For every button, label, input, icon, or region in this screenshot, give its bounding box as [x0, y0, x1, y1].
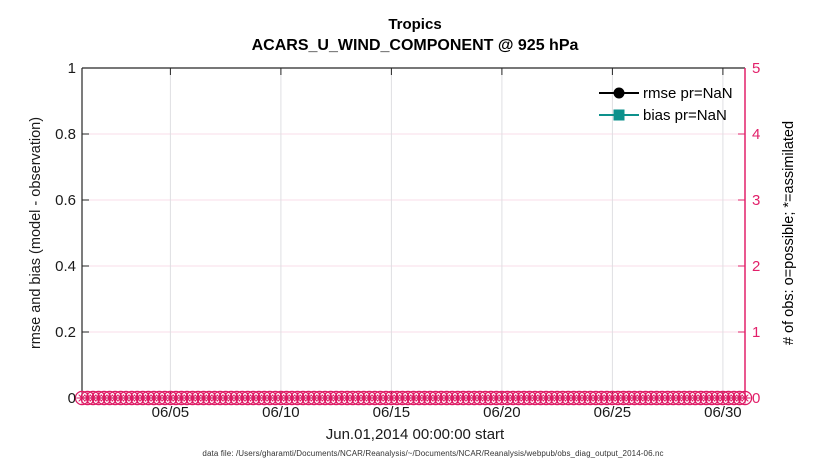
left-tick-label: 0.2	[55, 323, 76, 341]
left-tick-label: 1	[67, 59, 76, 77]
right-axis-label: # of obs: o=possible; *=assimilated	[781, 120, 797, 346]
legend-entry-label: bias pr=NaN	[643, 106, 727, 124]
left-axis-label: rmse and bias (model - observation)	[28, 116, 44, 350]
legend-circle-marker-icon	[599, 87, 639, 99]
plot-title-region: Tropics	[388, 16, 442, 33]
x-tick-label: 06/25	[593, 404, 632, 421]
left-tick-label: 0.8	[55, 125, 76, 143]
right-tick-label: 1	[752, 323, 761, 341]
data-file-path: data file: /Users/gharamti/Documents/NCA…	[202, 449, 664, 458]
right-tick-label: 0	[752, 389, 761, 407]
right-tick-label: 2	[752, 257, 761, 275]
x-tick-label: 06/10	[262, 404, 300, 421]
x-tick-label: 06/20	[483, 404, 521, 421]
legend-entry: bias pr=NaN	[598, 104, 733, 126]
right-tick-label: 5	[752, 59, 761, 77]
left-tick-label: 0	[67, 389, 76, 407]
legend: rmse pr=NaN bias pr=NaN	[598, 82, 733, 126]
right-tick-label: 3	[752, 191, 761, 209]
plot-title-variable: ACARS_U_WIND_COMPONENT @ 925 hPa	[251, 37, 579, 54]
legend-entry: rmse pr=NaN	[598, 82, 733, 104]
legend-entry-label: rmse pr=NaN	[643, 84, 733, 102]
legend-square-marker-icon	[599, 109, 639, 121]
right-tick-label: 4	[752, 125, 761, 143]
left-tick-label: 0.4	[55, 257, 76, 275]
x-tick-label: 06/05	[151, 404, 190, 421]
x-tick-label: 06/15	[372, 404, 411, 421]
x-axis-label: Jun.01,2014 00:00:00 start	[325, 426, 505, 443]
x-tick-label: 06/30	[704, 404, 742, 421]
left-tick-label: 0.6	[55, 191, 76, 209]
obs-marker-band	[74, 390, 753, 406]
